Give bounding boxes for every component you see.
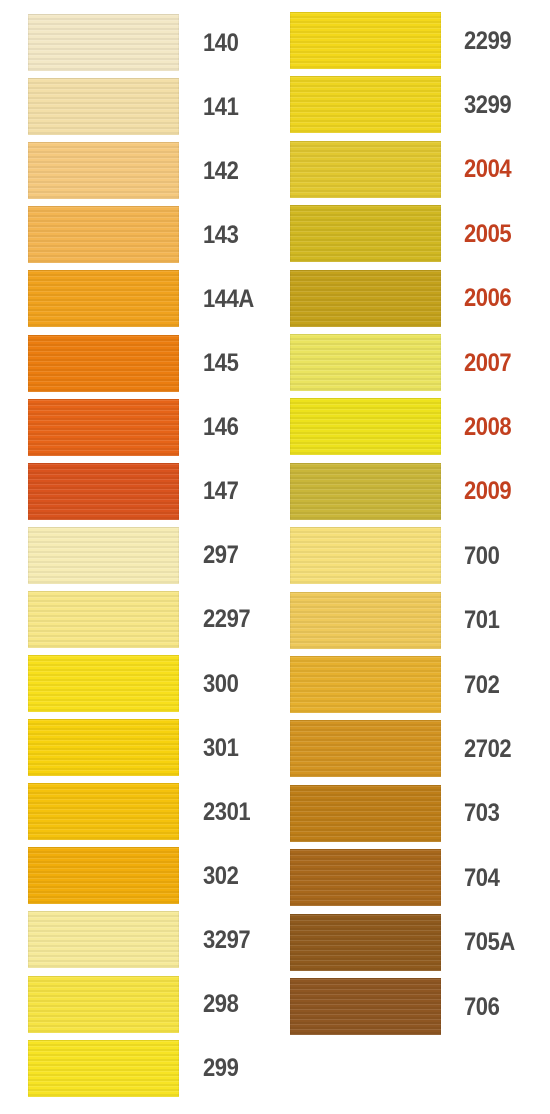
swatch — [290, 205, 441, 263]
swatch — [28, 14, 179, 71]
swatch — [28, 590, 179, 648]
swatch — [290, 784, 441, 842]
swatch-label: 297 — [203, 541, 239, 570]
swatch — [28, 655, 179, 712]
swatch — [290, 656, 441, 713]
swatch — [290, 334, 441, 391]
swatch — [290, 140, 441, 198]
swatch-label: 140 — [203, 28, 239, 57]
swatch-label: 2006 — [464, 284, 512, 313]
swatch — [290, 269, 441, 327]
swatch-label: 703 — [464, 799, 500, 828]
swatch — [290, 398, 441, 456]
swatch — [290, 849, 441, 907]
swatch-label: 302 — [203, 861, 239, 890]
swatch — [28, 78, 179, 136]
swatch — [290, 978, 441, 1035]
swatch-label: 704 — [464, 863, 500, 892]
swatch-label: 700 — [464, 541, 500, 570]
swatch-label: 701 — [464, 606, 500, 635]
swatch-label: 3297 — [203, 925, 251, 954]
swatch-label: 2297 — [203, 605, 251, 634]
swatch — [28, 719, 179, 777]
swatch-label: 2008 — [464, 412, 512, 441]
swatch-label: 705A — [464, 928, 515, 957]
swatch — [28, 462, 179, 520]
swatch-label: 300 — [203, 669, 239, 698]
swatch — [28, 398, 179, 456]
swatch — [28, 270, 179, 328]
swatch-label: 301 — [203, 733, 239, 762]
swatch-label: 145 — [203, 349, 239, 377]
swatch-label: 706 — [464, 992, 500, 1021]
swatch-label: 141 — [203, 92, 239, 121]
swatch — [290, 720, 441, 778]
swatch-label: 143 — [203, 220, 239, 249]
swatch — [290, 12, 441, 69]
swatch — [28, 526, 179, 584]
swatch — [290, 591, 441, 649]
swatch-label: 146 — [203, 413, 239, 442]
swatch — [290, 462, 441, 520]
swatch — [28, 975, 179, 1033]
swatch-label: 2005 — [464, 219, 512, 248]
swatch-label: 2004 — [464, 155, 512, 184]
swatch — [28, 1039, 179, 1097]
swatch — [28, 911, 179, 969]
swatch-label: 2007 — [464, 348, 512, 377]
swatch — [28, 847, 179, 905]
swatch — [28, 783, 179, 841]
swatch-label: 3299 — [464, 90, 512, 119]
swatch — [28, 142, 179, 200]
swatch-label: 2299 — [464, 26, 512, 55]
swatch — [28, 334, 179, 392]
swatch — [290, 527, 441, 585]
swatch — [28, 206, 179, 264]
swatch-label: 144A — [203, 284, 254, 313]
swatch-label: 142 — [203, 156, 239, 185]
swatch-label: 298 — [203, 990, 239, 1018]
swatch-label: 2301 — [203, 797, 251, 826]
swatch — [290, 913, 441, 971]
swatch-label: 299 — [203, 1054, 239, 1083]
swatch-label: 2009 — [464, 477, 512, 506]
swatch-label: 702 — [464, 670, 500, 699]
swatch-label: 147 — [203, 477, 239, 506]
swatch-label: 2702 — [464, 734, 512, 763]
swatch — [290, 76, 441, 134]
